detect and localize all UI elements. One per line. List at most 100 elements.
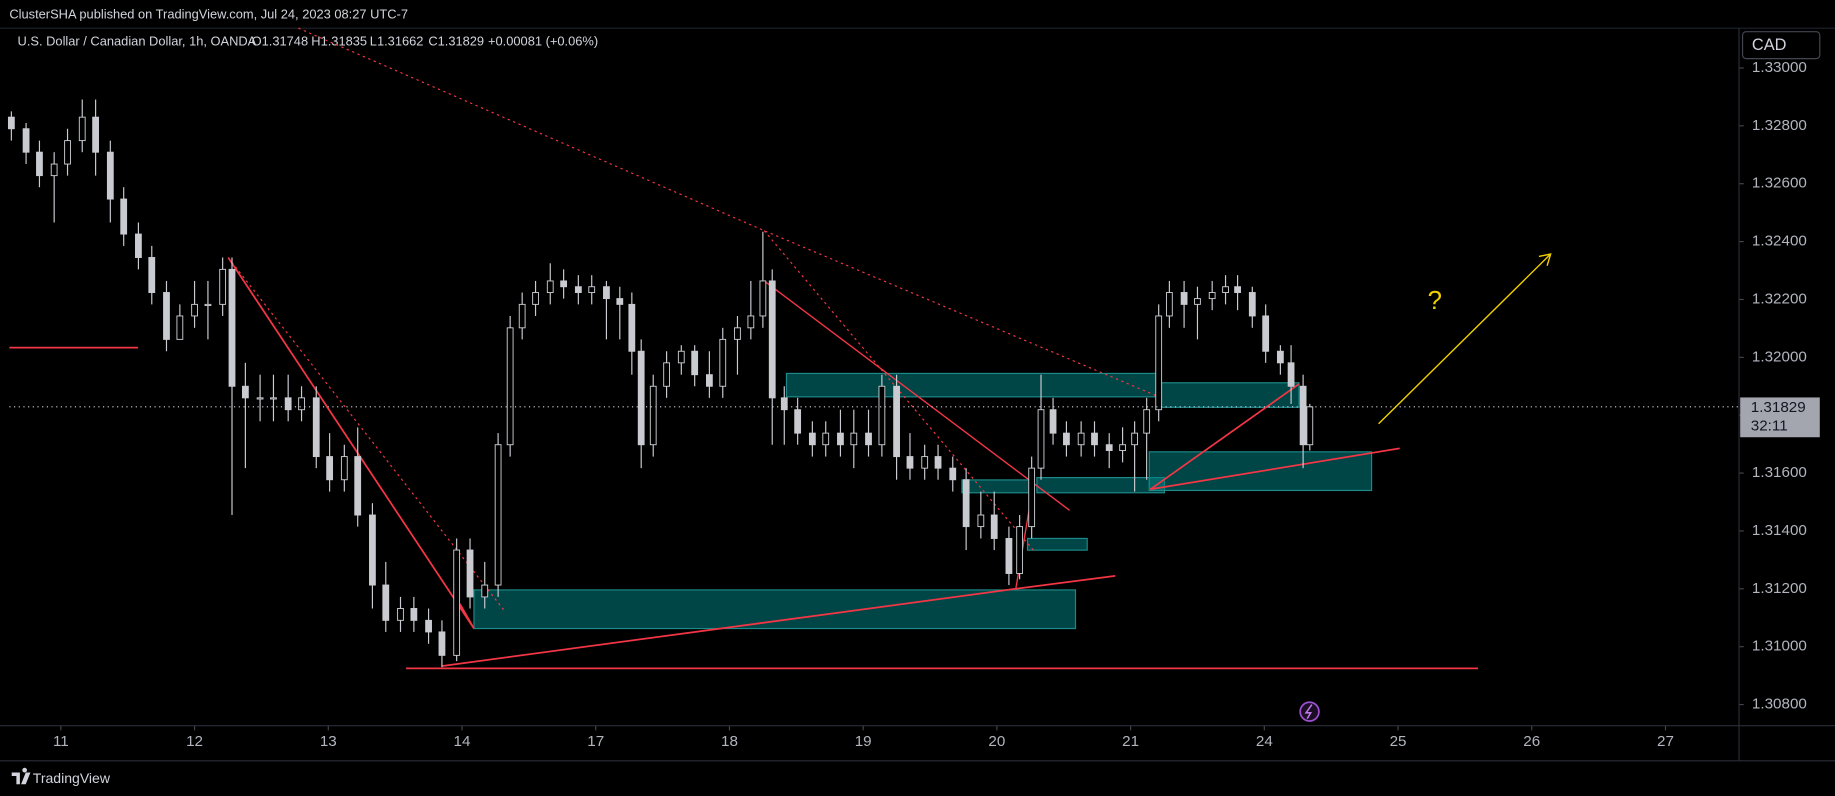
candle-body [822,432,830,446]
candle-body [518,303,526,329]
event-icon[interactable] [1299,701,1320,722]
axes: 1.30800 1.31000 1.31200 1.31400 1.31600 1.318… [9,59,1820,750]
event-icon-bolt [1304,704,1313,720]
y-tick-label: 1.32200 [1752,290,1807,307]
candle-body [506,327,514,446]
currency: CAD [1752,36,1787,54]
arrow [1378,253,1552,425]
x-tick-label: 25 [1390,733,1407,750]
candle-body [532,292,539,305]
zone [961,479,1031,494]
candle-body [990,514,998,539]
candle-body [382,584,390,621]
candle-body [1222,286,1229,293]
candle-body [603,286,610,300]
candle-body [1299,385,1307,446]
candle-body [906,456,914,469]
candle-body [120,198,128,235]
currency-box[interactable] [1741,31,1821,60]
candle-body [410,608,418,621]
candle-body [649,385,657,446]
ohlc-high: H1.31835 [311,34,367,49]
countdown: 32:11 [1751,418,1788,435]
candle-body [574,286,582,293]
candle-body [1234,286,1241,293]
candle-body [780,397,788,411]
candle-body [494,444,502,586]
candle-body [1165,292,1173,317]
candle-body [1262,315,1270,352]
candle-body [1131,432,1139,446]
y-tick-label: 1.33000 [1752,59,1807,76]
candle-body [1028,467,1036,528]
brand-logo [11,767,31,785]
candle-body [369,514,376,586]
candle-body [1077,432,1085,446]
candle-body [588,286,596,293]
candle-body [312,397,320,458]
candle-body [628,303,636,352]
x-tick-label: 26 [1523,733,1540,750]
candle-body [1091,432,1098,446]
x-tick-label: 11 [53,733,69,750]
candle-body [921,456,929,469]
ohlc-open: O1.31748 [252,34,308,49]
candle-body [691,350,699,376]
candle-body [663,362,670,387]
candle-body [1248,292,1256,317]
y-tick-label: 1.32400 [1752,233,1807,250]
change: +0.00081 (+0.06%) [488,34,598,49]
candle-body [64,140,71,165]
x-tick-label: 19 [855,733,872,750]
candle-body [719,338,727,387]
candle-body [747,315,755,329]
candle-body [219,268,227,305]
candle-body [677,350,685,364]
candle-body [949,467,957,481]
candle-body [241,385,249,399]
candle-body [759,280,767,317]
x-tick-label: 13 [320,733,337,750]
x-tick-label: 14 [454,733,471,750]
candles [7,99,1314,668]
candle-body [228,268,236,387]
candle-body [466,549,474,598]
candle-body [270,397,277,400]
arrow-head [1538,253,1552,266]
candle-body [163,292,170,340]
x-tick-label: 12 [186,733,203,750]
candle-body [1276,350,1284,364]
x-tick-label: 27 [1657,733,1674,750]
candle-body [50,163,58,177]
candle-body [934,456,942,469]
candle-body [794,409,802,434]
drawing-line [227,257,475,630]
candle-body [36,151,43,177]
last-price-box [1740,397,1820,438]
zone [1026,537,1088,551]
ohlc-close: C1.31829 [428,34,484,49]
candle-body [734,327,741,340]
publisher: ClusterSHA published on TradingView.com,… [9,7,408,22]
candle-body [397,608,404,621]
candle-body [962,479,970,528]
candle-body [1016,526,1024,574]
brand: TradingView [33,770,111,786]
candle-body [106,151,114,200]
candle-body [1143,409,1151,434]
x-tick-label: 20 [988,733,1005,750]
drawings [9,27,1552,722]
candle-body [1005,537,1013,574]
candle-body [425,619,432,633]
candle-body [837,432,844,446]
x-tick-label: 21 [1122,733,1139,750]
candle-body [768,280,776,399]
candle-body [1208,292,1216,300]
candle-body [354,456,362,516]
candle-body [22,128,30,153]
symbol: U.S. Dollar / Canadian Dollar, 1h, OANDA [18,34,257,49]
candle-body [878,385,886,446]
zone [1036,476,1166,494]
candle-body [1180,292,1188,305]
